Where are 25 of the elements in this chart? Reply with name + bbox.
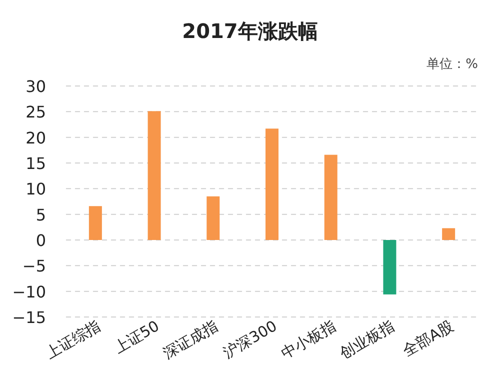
y-tick-label: −5 [22,256,46,276]
y-tick-label: 10 [26,180,46,199]
y-tick-label: 20 [26,128,46,148]
x-tick-label: 深证成指 [160,316,222,362]
x-tick-label: 全部A股 [400,316,457,360]
x-tick-label: 上证50 [110,316,162,358]
bar [383,240,396,294]
y-tick-label: 5 [36,205,46,224]
y-tick-label: −15 [12,308,46,327]
y-tick-label: 15 [26,154,46,173]
x-tick-label: 创业板指 [336,316,398,362]
bar [442,228,456,240]
y-tick-label: 0 [36,231,46,250]
x-tick-label: 沪深300 [220,316,280,362]
bar [324,154,338,240]
bar [148,111,161,240]
bar [206,196,220,240]
y-tick-label: −10 [12,282,46,302]
y-tick-label: 25 [26,102,46,122]
text: 单位：% [426,57,478,72]
bar [266,128,278,240]
y-tick-label: 30 [26,77,46,96]
bar [88,206,102,240]
chart-title: 2017年涨跌幅 [182,19,318,43]
x-tick-label: 中小板指 [278,316,339,362]
